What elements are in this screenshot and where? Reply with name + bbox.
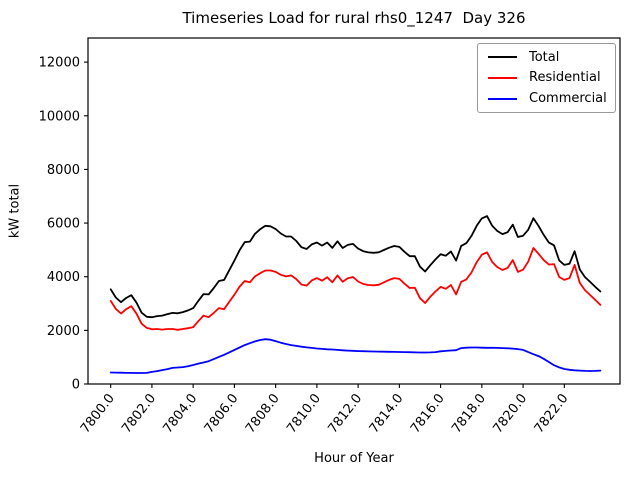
x-axis-label: Hour of Year	[314, 451, 394, 466]
y-tick-label: 4000	[47, 270, 80, 285]
y-tick-label: 10000	[39, 109, 80, 124]
x-tick-label: 7822.0	[532, 391, 572, 436]
series-line-residential	[109, 247, 602, 331]
x-tick-label: 7818.0	[449, 391, 489, 436]
x-tick-label: 7804.0	[160, 391, 200, 436]
y-tick-label: 12000	[39, 56, 80, 71]
y-tick-label: 0	[72, 378, 80, 393]
legend-label: Residential	[529, 70, 601, 86]
plot-frame	[87, 37, 621, 385]
x-tick-label: 7814.0	[367, 391, 407, 436]
legend-item-residential: Residential	[484, 71, 609, 84]
x-tick-label: 7820.0	[490, 391, 530, 436]
y-tick-label: 6000	[47, 217, 80, 232]
legend-label: Total	[529, 49, 560, 65]
series-line-total	[109, 215, 602, 319]
legend-item-commercial: Commercial	[484, 92, 609, 105]
y-tick-label: 2000	[47, 324, 80, 339]
x-tick-label: 7802.0	[119, 391, 159, 436]
legend-line-sample	[488, 97, 517, 100]
legend-label: Commercial	[529, 91, 607, 107]
legend: Total Residential Commercial	[477, 43, 616, 113]
x-tick-label: 7806.0	[202, 391, 242, 436]
x-tick-label: 7808.0	[243, 391, 283, 436]
legend-line-sample	[488, 76, 517, 79]
legend-line-sample	[488, 56, 517, 59]
series-line-commercial	[109, 338, 602, 374]
legend-item-total: Total	[484, 51, 609, 64]
y-tick-label: 8000	[47, 163, 80, 178]
chart-title: Timeseries Load for rural rhs0_1247 Day …	[182, 9, 526, 27]
x-tick-label: 7812.0	[325, 391, 365, 436]
x-tick-label: 7800.0	[78, 391, 118, 436]
x-tick-label: 7816.0	[408, 391, 448, 436]
x-tick-label: 7810.0	[284, 391, 324, 436]
